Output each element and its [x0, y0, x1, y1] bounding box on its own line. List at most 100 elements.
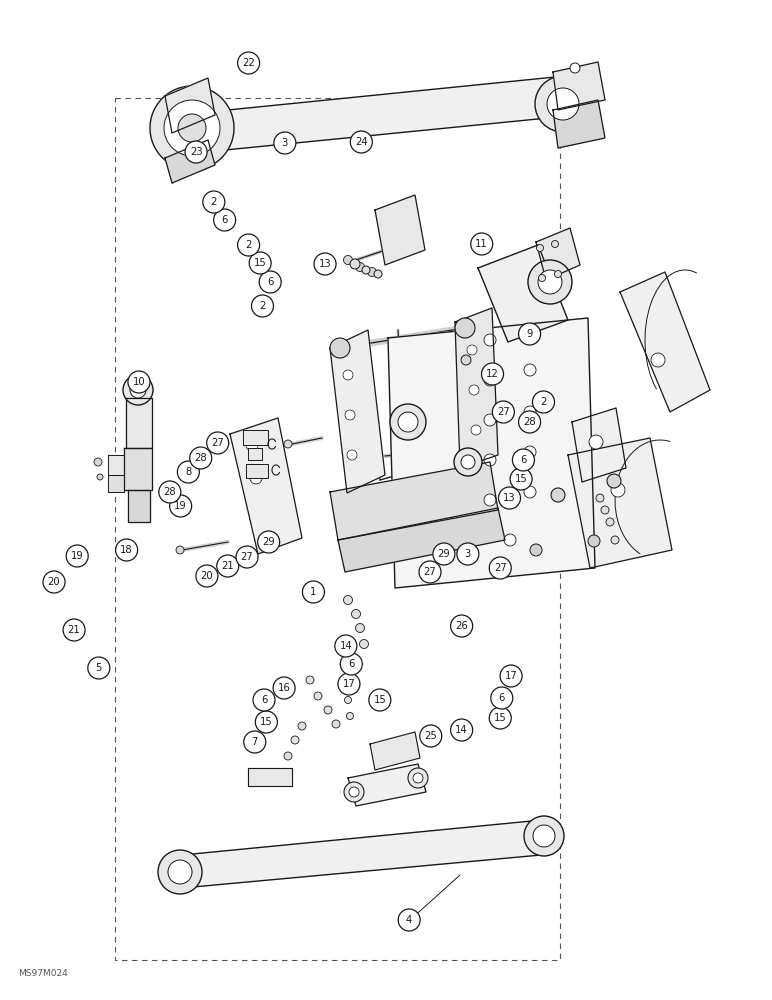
Text: 27: 27 [497, 407, 510, 417]
Polygon shape [455, 308, 498, 468]
Text: 27: 27 [494, 563, 506, 573]
Circle shape [484, 414, 496, 426]
Circle shape [178, 461, 199, 483]
Circle shape [343, 370, 353, 380]
Circle shape [454, 448, 482, 476]
Circle shape [273, 677, 295, 699]
Circle shape [97, 474, 103, 480]
Circle shape [413, 773, 423, 783]
Circle shape [355, 262, 364, 271]
Text: 25: 25 [425, 731, 437, 741]
Circle shape [374, 270, 382, 278]
Circle shape [484, 494, 496, 506]
Circle shape [362, 266, 370, 274]
Circle shape [178, 114, 206, 142]
Circle shape [524, 406, 536, 418]
Circle shape [351, 609, 361, 618]
Text: 17: 17 [505, 671, 517, 681]
Circle shape [284, 752, 292, 760]
Text: 19: 19 [71, 551, 83, 561]
Circle shape [258, 531, 279, 553]
Circle shape [489, 707, 511, 729]
Text: 15: 15 [515, 474, 527, 484]
Text: 22: 22 [242, 58, 255, 68]
Circle shape [484, 454, 496, 466]
Text: 6: 6 [267, 277, 273, 287]
Circle shape [190, 447, 212, 469]
Text: 13: 13 [319, 259, 331, 269]
Polygon shape [330, 330, 385, 493]
Circle shape [611, 483, 625, 497]
Text: 6: 6 [222, 215, 228, 225]
Circle shape [601, 506, 609, 514]
Text: 9: 9 [527, 329, 533, 339]
Circle shape [217, 555, 239, 577]
Circle shape [519, 411, 540, 433]
Text: 8: 8 [185, 467, 191, 477]
Circle shape [350, 259, 360, 269]
Circle shape [250, 472, 262, 484]
Text: 3: 3 [282, 138, 288, 148]
Polygon shape [246, 464, 268, 478]
Circle shape [259, 271, 281, 293]
Text: 16: 16 [278, 683, 290, 693]
Circle shape [344, 255, 353, 264]
Text: 2: 2 [245, 240, 252, 250]
Text: 28: 28 [195, 453, 207, 463]
Polygon shape [208, 76, 578, 150]
Circle shape [170, 495, 191, 517]
Circle shape [570, 63, 580, 73]
Circle shape [398, 412, 418, 432]
Circle shape [236, 546, 258, 568]
Polygon shape [553, 62, 605, 110]
Circle shape [535, 76, 591, 132]
Polygon shape [388, 318, 595, 588]
Circle shape [461, 455, 475, 469]
Circle shape [484, 334, 496, 346]
Circle shape [128, 371, 150, 393]
Text: 28: 28 [523, 417, 536, 427]
Text: 2: 2 [211, 197, 217, 207]
Circle shape [457, 543, 479, 565]
Polygon shape [375, 195, 425, 265]
Polygon shape [330, 462, 498, 540]
Text: 13: 13 [503, 493, 516, 503]
Polygon shape [536, 228, 580, 280]
Polygon shape [338, 508, 505, 572]
Circle shape [524, 446, 536, 458]
Polygon shape [568, 438, 672, 568]
Polygon shape [128, 490, 150, 522]
Circle shape [537, 244, 543, 251]
Circle shape [344, 782, 364, 802]
Polygon shape [165, 78, 215, 133]
Circle shape [651, 353, 665, 367]
Circle shape [185, 141, 207, 163]
Circle shape [330, 338, 350, 358]
Circle shape [116, 539, 137, 561]
Circle shape [433, 543, 455, 565]
Text: 15: 15 [494, 713, 506, 723]
Text: 12: 12 [486, 369, 499, 379]
Circle shape [455, 318, 475, 338]
Circle shape [314, 692, 322, 700]
Text: 20: 20 [48, 577, 60, 587]
Circle shape [554, 270, 561, 277]
Circle shape [306, 676, 314, 684]
Circle shape [398, 909, 420, 931]
Polygon shape [348, 764, 426, 806]
Text: 1: 1 [310, 587, 317, 597]
Circle shape [94, 458, 102, 466]
Circle shape [519, 323, 540, 345]
Text: 27: 27 [212, 438, 224, 448]
Polygon shape [248, 448, 262, 460]
Circle shape [484, 374, 496, 386]
Circle shape [130, 382, 146, 398]
Text: 3: 3 [465, 549, 471, 559]
Text: 10: 10 [133, 377, 145, 387]
Circle shape [324, 706, 332, 714]
Circle shape [524, 364, 536, 376]
Text: 15: 15 [254, 258, 266, 268]
Circle shape [607, 474, 621, 488]
Text: 29: 29 [262, 537, 275, 547]
Text: 6: 6 [348, 659, 354, 669]
